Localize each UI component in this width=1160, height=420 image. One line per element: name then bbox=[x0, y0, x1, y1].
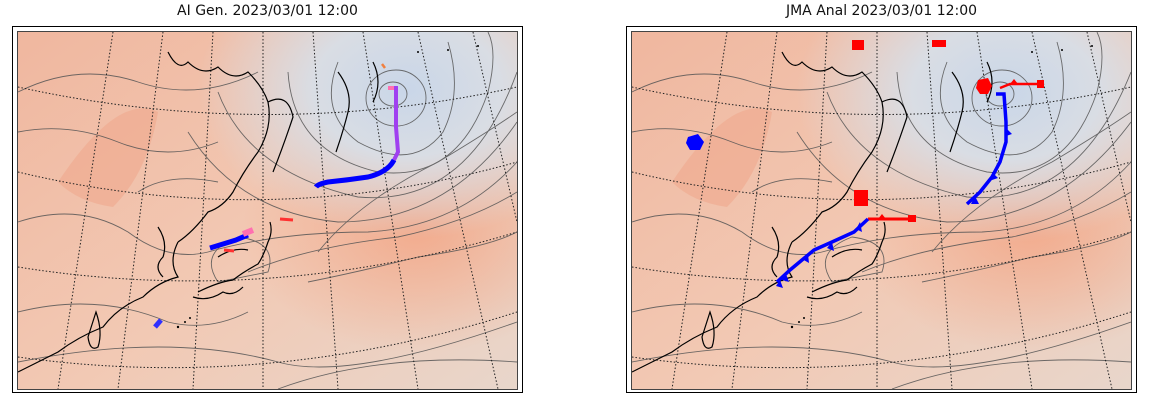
warm-front-marker bbox=[1010, 79, 1018, 84]
warm-front-marker bbox=[908, 215, 916, 222]
islands bbox=[176, 45, 479, 329]
front-symbol-red bbox=[932, 40, 946, 47]
axes-frame bbox=[626, 26, 1137, 393]
low-pressure-shading bbox=[18, 32, 517, 389]
panel-title: AI Gen. 2023/03/01 12:00 bbox=[177, 3, 358, 19]
weather-map bbox=[17, 31, 518, 390]
cold-front-japan bbox=[775, 217, 870, 284]
panel-jma-anal: JMA Anal 2023/03/01 12:00 bbox=[614, 0, 1154, 420]
land-shading bbox=[672, 108, 772, 207]
isobars bbox=[632, 32, 1131, 389]
land-shading bbox=[58, 108, 158, 207]
coastlines bbox=[632, 51, 993, 373]
islands bbox=[790, 45, 1093, 329]
axes-frame bbox=[12, 26, 523, 393]
graticule bbox=[18, 32, 517, 389]
cold-front-okinawa bbox=[153, 318, 163, 329]
cold-front bbox=[313, 158, 397, 189]
front-symbol-red bbox=[854, 190, 868, 206]
isobars bbox=[18, 32, 517, 389]
map-canvas bbox=[18, 32, 517, 389]
stationary-front-noto bbox=[241, 227, 255, 237]
front-symbol-red bbox=[976, 78, 992, 94]
front-symbol-red bbox=[852, 40, 864, 50]
warm-front-segment bbox=[279, 217, 294, 222]
front-fragment bbox=[381, 63, 386, 69]
fronts bbox=[153, 63, 401, 329]
warm-front-marker bbox=[1037, 80, 1044, 88]
low-pressure-shading bbox=[632, 32, 1131, 389]
cold-front-barbs bbox=[971, 128, 1012, 204]
panel-title: JMA Anal 2023/03/01 12:00 bbox=[785, 3, 978, 19]
panel-ai-gen: AI Gen. 2023/03/01 12:00 bbox=[0, 0, 540, 420]
fronts bbox=[686, 40, 1044, 288]
cold-front bbox=[965, 92, 1008, 206]
coastlines bbox=[18, 51, 379, 373]
map-canvas bbox=[632, 32, 1131, 389]
warm-front-marker bbox=[878, 214, 886, 219]
warm-front-segment bbox=[223, 248, 235, 253]
front-symbol-blue bbox=[686, 134, 704, 150]
weather-map bbox=[631, 31, 1132, 390]
